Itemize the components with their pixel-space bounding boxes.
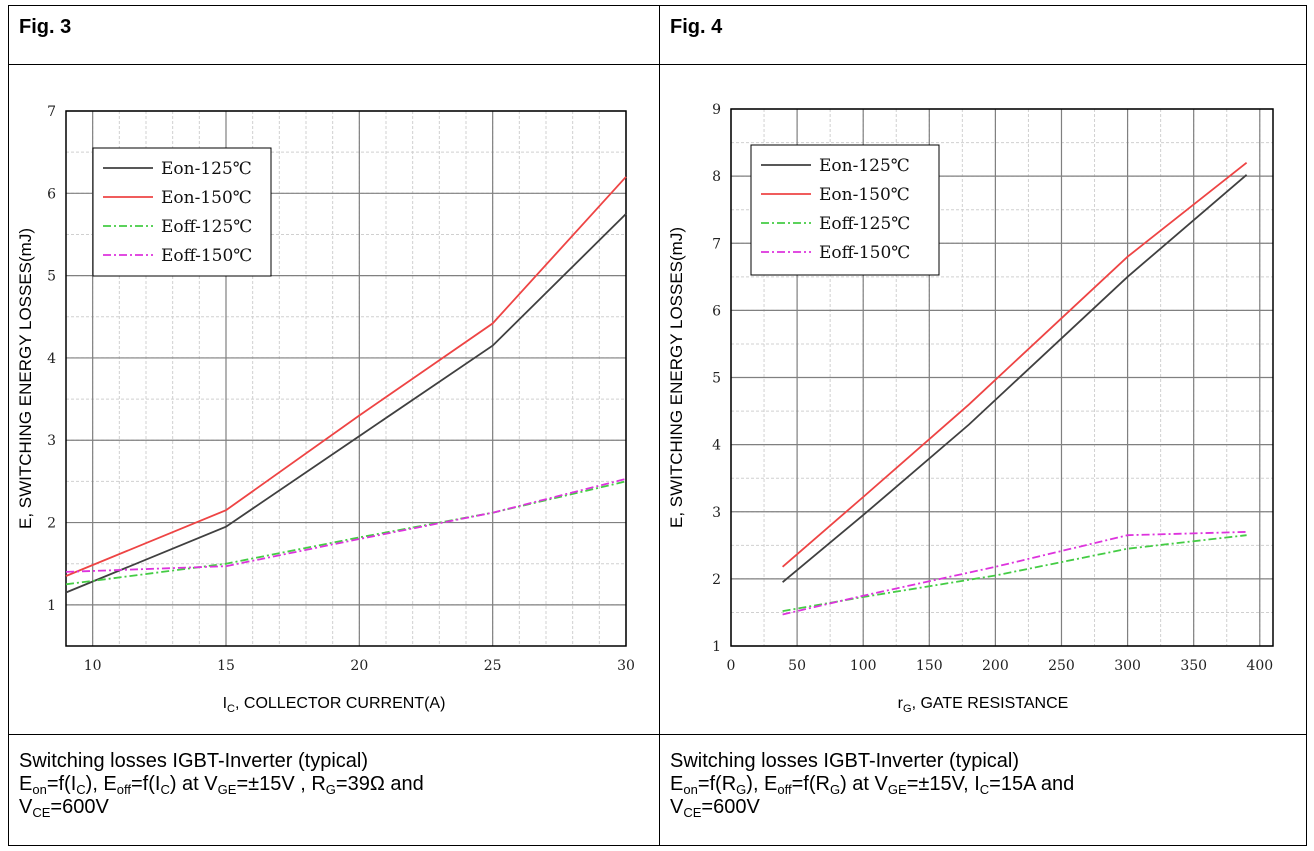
- y-tick-label: 4: [47, 351, 56, 367]
- y-tick-label: 9: [712, 102, 721, 118]
- y-tick-label: 1: [712, 639, 721, 655]
- fig4-title: Fig. 4: [670, 16, 723, 38]
- y-tick-label: 7: [47, 104, 56, 120]
- series-line-3: [782, 531, 1247, 616]
- fig4-chart-svg: 0 50 100 150 200 250 300 350 400 1 2 3 4 5 6 7 8 9 E, SWIT…: [667, 102, 1274, 674]
- x-tick-label: 10: [84, 658, 102, 674]
- x-tick-label: 300: [1114, 658, 1141, 674]
- x-tick-label: 200: [982, 658, 1009, 674]
- legend-box: [750, 144, 940, 276]
- legend-label-3: Eoff-150℃: [819, 243, 910, 263]
- fig3-caption: Switching losses IGBT-Inverter (typical)…: [19, 750, 424, 819]
- series-line-1: [782, 161, 1248, 568]
- legend-label-2: Eoff-125℃: [161, 217, 252, 237]
- y-tick-label: 6: [47, 186, 56, 202]
- series-line-2: [782, 534, 1247, 612]
- header-divider: [9, 64, 1306, 65]
- figure-table: Fig. 3 10 15 20 25 30 1 2 3 4 5 6 7 E, SWITCHING ENE…: [8, 5, 1307, 846]
- series-line-1: [65, 176, 627, 577]
- x-tick-label: 150: [916, 658, 943, 674]
- fig3-xlabel: IC, COLLECTOR CURRENT(A): [222, 695, 446, 716]
- series-line-0: [782, 174, 1248, 583]
- y-tick-label: 1: [47, 598, 56, 614]
- y-tick-label: 3: [712, 505, 721, 521]
- x-tick-label: 0: [727, 658, 736, 674]
- x-tick-label: 250: [1048, 658, 1075, 674]
- y-tick-label: 7: [712, 236, 721, 252]
- y-tick-label: 4: [712, 438, 721, 454]
- y-tick-label: 8: [712, 169, 721, 185]
- fig4-caption-line1: Switching losses IGBT-Inverter (typical): [670, 750, 1019, 772]
- legend-label-0: Eon-125℃: [819, 156, 910, 176]
- legend-label-2: Eoff-125℃: [819, 214, 910, 234]
- plot-border: [65, 110, 627, 647]
- x-tick-label: 20: [350, 658, 368, 674]
- legend-label-1: Eon-150℃: [819, 185, 910, 205]
- x-tick-label: 350: [1180, 658, 1207, 674]
- legend-label-1: Eon-150℃: [161, 188, 252, 208]
- x-tick-label: 400: [1246, 658, 1273, 674]
- y-tick-label: 2: [47, 516, 56, 532]
- fig4-caption-line3: VCE=600V: [670, 796, 760, 820]
- caption-divider: [9, 734, 1306, 735]
- fig4-chart: 0 50 100 150 200 250 300 350 400 1 2 3 4 5 6 7 8 9 E, SWIT…: [660, 66, 1306, 733]
- x-tick-label: 100: [850, 658, 877, 674]
- legend-label-3: Eoff-150℃: [161, 246, 252, 266]
- x-tick-label: 30: [617, 658, 635, 674]
- y-tick-label: 3: [47, 433, 56, 449]
- fig3-caption-line2: Eon=f(IC), Eoff=f(IC) at VGE=±15V , RG=3…: [19, 773, 424, 797]
- y-tick-label: 2: [712, 572, 721, 588]
- fig3-chart: 10 15 20 25 30 1 2 3 4 5 6 7 E, SWITCHING ENERGY LOS…: [9, 66, 658, 733]
- column-divider: [659, 6, 660, 845]
- y-tick-label: 5: [712, 371, 721, 387]
- plot-border: [730, 108, 1274, 647]
- fig3-caption-line3: VCE=600V: [19, 796, 109, 820]
- legend-label-0: Eon-125℃: [161, 159, 252, 179]
- fig3-title: Fig. 3: [19, 16, 72, 38]
- y-tick-label: 6: [712, 303, 721, 319]
- series-line-0: [65, 213, 627, 594]
- fig4-caption: Switching losses IGBT-Inverter (typical)…: [670, 750, 1074, 819]
- x-tick-label: 15: [217, 658, 235, 674]
- y-tick-label: 5: [47, 269, 56, 285]
- x-tick-label: 50: [788, 658, 806, 674]
- y-axis-label: E, SWITCHING ENERGY LOSSES(mJ): [667, 227, 686, 528]
- fig3-chart-svg: 10 15 20 25 30 1 2 3 4 5 6 7 E, SWITCHING ENERGY LOS…: [16, 104, 635, 674]
- y-axis-label: E, SWITCHING ENERGY LOSSES(mJ): [16, 228, 35, 529]
- series-line-2: [65, 480, 627, 586]
- fig3-caption-line1: Switching losses IGBT-Inverter (typical): [19, 750, 368, 772]
- fig4-caption-line2: Eon=f(RG), Eoff=f(RG) at VGE=±15V, IC=15…: [670, 773, 1075, 797]
- x-tick-label: 25: [484, 658, 502, 674]
- fig4-xlabel: rG, GATE RESISTANCE: [897, 695, 1069, 716]
